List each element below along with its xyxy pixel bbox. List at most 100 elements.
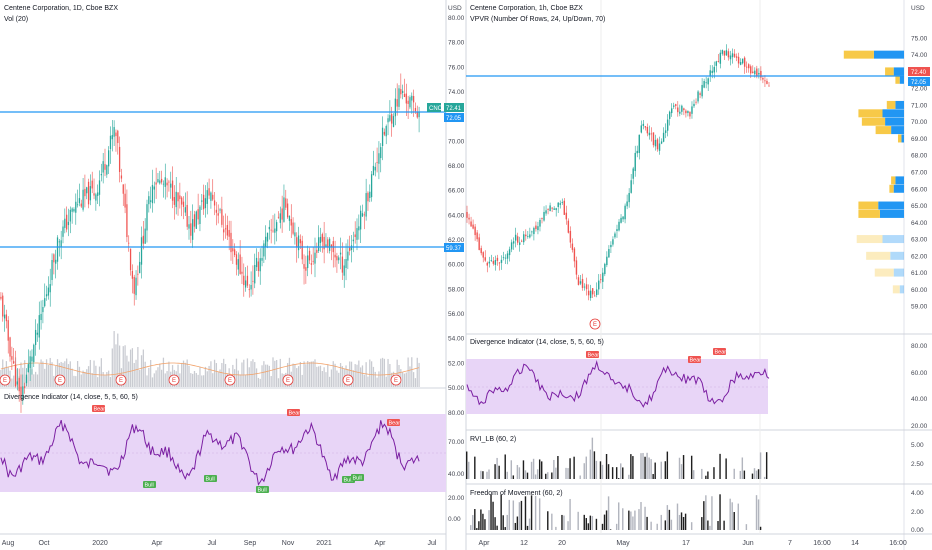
candle <box>71 207 73 224</box>
volume-bar <box>341 366 344 387</box>
candle <box>561 198 563 205</box>
rvi-bar <box>504 454 506 479</box>
candle <box>648 125 651 140</box>
candle <box>139 251 141 274</box>
candle <box>76 189 79 208</box>
volume-bar <box>318 366 320 387</box>
candle <box>758 68 760 79</box>
candle <box>58 239 60 257</box>
candle <box>87 178 90 209</box>
fom-bar <box>707 520 709 530</box>
candle <box>703 78 705 89</box>
candle <box>394 88 396 126</box>
rvi-bar <box>555 467 557 479</box>
candle <box>553 206 555 210</box>
volume-bar <box>133 363 135 387</box>
volume-bar <box>42 361 44 387</box>
candle <box>173 185 176 220</box>
rvi-bar <box>682 455 685 479</box>
candle <box>133 274 135 306</box>
candle <box>604 262 606 277</box>
volume-bar <box>168 361 170 387</box>
fom-bar <box>656 523 658 530</box>
volume-bar <box>208 365 210 387</box>
middle-price-axis: USD 80.0078.0076.0074.0072.0070.0068.006… <box>448 5 465 523</box>
candle <box>235 251 238 276</box>
middle-price-tick: 68.00 <box>448 163 465 170</box>
candle <box>261 245 263 267</box>
candle <box>332 236 334 268</box>
fom-bar <box>630 511 632 530</box>
volume-bar <box>140 355 143 387</box>
candle <box>25 368 28 387</box>
fom-bar <box>668 509 671 530</box>
candle <box>22 374 24 405</box>
fom-bar <box>729 498 731 530</box>
fom-bar <box>603 514 606 530</box>
rvi-bar <box>480 470 482 479</box>
volume-bar <box>164 373 166 387</box>
volume-bar <box>276 360 278 387</box>
volume-bar <box>93 360 95 387</box>
right-price-tick: 60.00 <box>911 287 928 294</box>
svg-text:E: E <box>394 378 398 384</box>
svg-text:Bull: Bull <box>344 478 353 484</box>
candle <box>45 285 48 301</box>
volume-bar <box>62 362 64 387</box>
rvi-bar <box>506 471 508 479</box>
volume-bar <box>73 375 75 387</box>
fom-bar <box>494 517 496 530</box>
candle <box>380 143 382 173</box>
candle <box>212 179 214 202</box>
candle <box>201 193 203 210</box>
fom-bar <box>618 502 620 530</box>
rvi-bar <box>741 457 744 479</box>
candle <box>701 78 703 99</box>
candle <box>36 323 39 342</box>
volume-bar <box>5 361 8 387</box>
right-price-tick: 70.00 <box>911 119 928 126</box>
candle <box>385 124 387 145</box>
volume-bar <box>106 372 108 387</box>
candle <box>210 191 212 209</box>
rvi-bar <box>553 459 555 479</box>
right-osc-tick: 60.00 <box>911 370 928 377</box>
fom-bar <box>755 495 758 530</box>
fom-bar <box>506 514 508 530</box>
candle <box>628 188 630 208</box>
candle <box>537 221 539 235</box>
volume-bar <box>411 357 413 387</box>
rvi-bar <box>654 462 656 479</box>
candle <box>691 101 693 119</box>
candle <box>144 218 146 244</box>
candle <box>56 235 59 270</box>
candle <box>715 60 718 73</box>
right-divergence-line <box>466 359 770 408</box>
candle <box>608 245 610 258</box>
volume-bar <box>416 357 418 387</box>
left-indicator-label: Divergence Indicator (14, close, 5, 5, 6… <box>4 394 138 401</box>
candle <box>378 141 380 180</box>
candle <box>118 136 121 183</box>
candle <box>259 248 261 285</box>
candle <box>610 241 612 253</box>
volume-bar <box>117 333 119 387</box>
candle <box>316 242 318 259</box>
candle <box>764 75 766 87</box>
candle <box>600 274 602 284</box>
volume-bar <box>376 377 378 387</box>
volume-bar <box>129 349 132 387</box>
candle <box>569 226 572 248</box>
rvi-bar <box>538 459 541 479</box>
candle <box>33 343 35 367</box>
candle <box>106 164 108 178</box>
candle <box>98 170 101 207</box>
candle <box>354 221 356 244</box>
fom-bar <box>591 516 594 530</box>
candle <box>308 247 311 264</box>
fom-bar <box>538 498 541 530</box>
rvi-bar <box>678 457 681 479</box>
volume-bar <box>281 373 283 387</box>
candle <box>675 103 677 110</box>
